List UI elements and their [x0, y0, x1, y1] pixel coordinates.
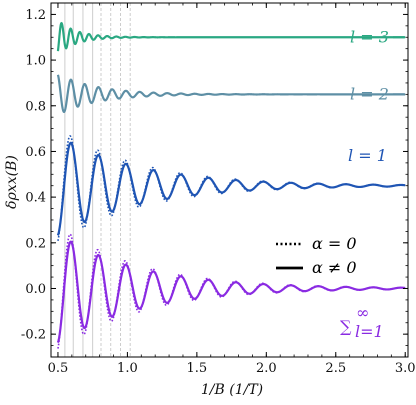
- legend-label-alpha-zero: α = 0: [312, 234, 357, 253]
- series-annotation: l = 1: [348, 146, 387, 165]
- legend: α = 0 α ≠ 0: [276, 234, 357, 277]
- y-tick-label: 0.8: [25, 99, 46, 114]
- x-tick-label: 0.5: [48, 361, 69, 376]
- series-line: [56, 21, 406, 52]
- series-layer: [56, 21, 406, 349]
- plot-frame: [50, 2, 409, 358]
- series-annotation: l = 2: [350, 84, 389, 103]
- x-tick-label: 2.5: [325, 361, 346, 376]
- series-line: [56, 240, 406, 343]
- y-tick-label: -0.2: [21, 328, 46, 343]
- series-annotation: ∑: [340, 317, 352, 336]
- series-annotation-sub: l=1: [355, 322, 384, 341]
- x-tick-label: 1.0: [117, 361, 138, 376]
- series-line: [56, 141, 406, 236]
- y-tick-label: 0.0: [25, 282, 46, 297]
- y-tick-label: 1.2: [25, 8, 46, 23]
- axis-ticks: 0.5 1.0 1.5 2.0 2.5 3.0 -0.2 0.0 0.2 0.4 0.6 0.8 1.0…: [21, 3, 416, 376]
- legend-label-alpha-nonzero: α ≠ 0: [312, 258, 357, 277]
- x-tick-label: 3.0: [395, 361, 416, 376]
- series-annotation-sup: ∞: [356, 303, 369, 322]
- x-tick-label: 1.5: [187, 361, 208, 376]
- y-tick-label: 0.2: [25, 236, 46, 251]
- series-annotation: l = 3: [350, 27, 389, 46]
- y-axis-label: δρxx(B): [4, 155, 20, 209]
- y-tick-label: 0.6: [25, 145, 46, 160]
- x-tick-label: 2.0: [256, 361, 277, 376]
- series-annotations: l = 3 l = 2 l = 1 ∑∞l=1: [340, 27, 404, 341]
- y-tick-label: 1.0: [25, 54, 46, 69]
- y-tick-label: 0.4: [25, 191, 46, 206]
- x-axis-label: 1/B (1/T): [201, 382, 263, 398]
- series-line: [56, 74, 406, 113]
